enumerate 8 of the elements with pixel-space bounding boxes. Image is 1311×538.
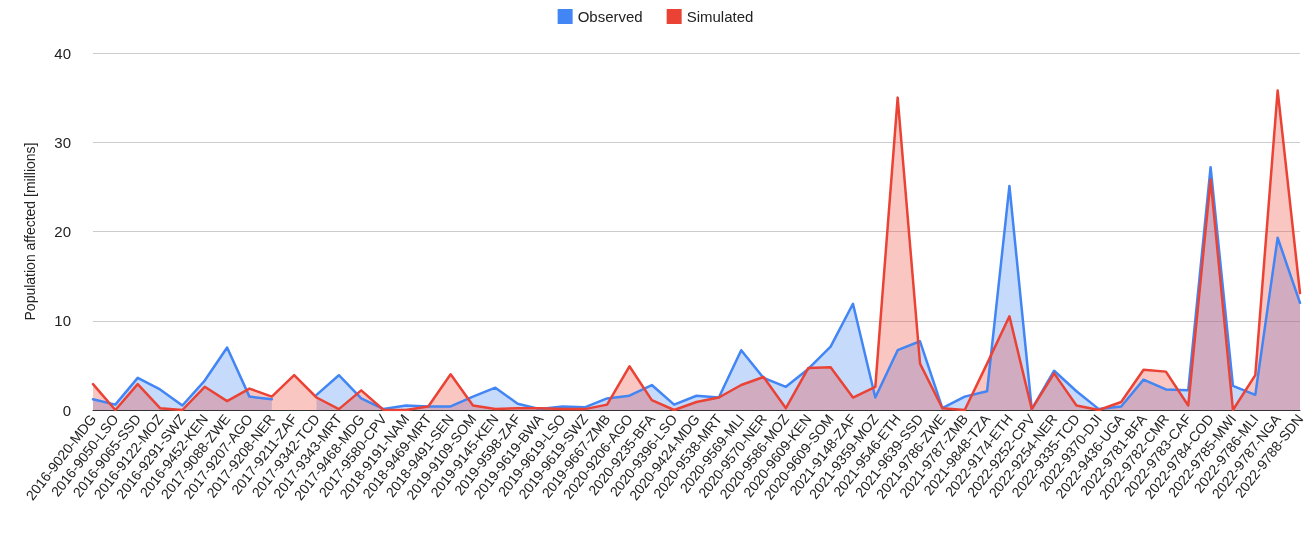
y-tick-label: 10 [54, 312, 71, 330]
y-tick-label: 30 [54, 133, 71, 151]
y-tick-label: 40 [54, 44, 71, 62]
y-axis-title: Population affected [millions] [22, 142, 38, 321]
y-tick-label: 20 [54, 223, 71, 240]
legend-label: Simulated [686, 8, 754, 25]
legend-label: Observed [577, 8, 643, 25]
y-tick-label: 0 [62, 401, 71, 419]
